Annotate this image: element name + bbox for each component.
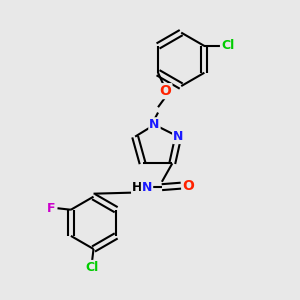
Text: N: N [149, 118, 160, 131]
Text: N: N [173, 130, 183, 143]
Text: F: F [47, 202, 56, 215]
Text: N: N [142, 181, 152, 194]
Text: Cl: Cl [85, 261, 99, 274]
Text: O: O [183, 179, 195, 193]
Text: Cl: Cl [221, 40, 234, 52]
Text: H: H [132, 181, 142, 194]
Text: O: O [160, 84, 171, 98]
